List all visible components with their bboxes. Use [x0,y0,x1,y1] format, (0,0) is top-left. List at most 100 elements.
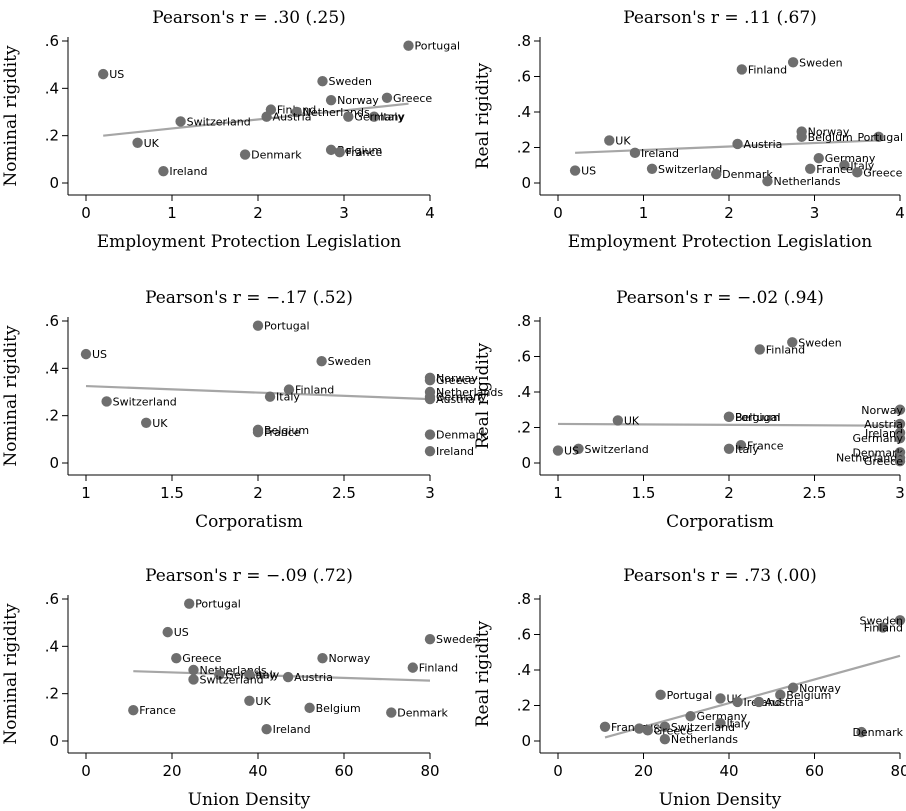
y-axis-label: Nominal rigidity [1,325,21,467]
x-tick-label: 3 [810,204,820,222]
y-tick-label: .8 [517,32,531,50]
point-label-switzerland: Switzerland [658,163,722,176]
point-uk [604,135,615,146]
point-portugal [184,598,195,609]
point-greece [171,652,182,664]
point-finland [877,622,889,633]
point-greece [894,456,906,467]
y-axis-label: Real rigidity [473,62,493,169]
x-tick-label: 3 [339,204,349,222]
point-germany [685,710,696,722]
point-italy [715,718,726,729]
panel-title: Pearson's r = −.17 (.52) [145,288,353,308]
y-tick-label: 0 [49,174,59,192]
point-label-finland: Finland [295,384,334,397]
point-ireland [158,165,169,177]
point-finland [283,384,295,395]
point-label-france: France [139,704,176,717]
y-tick-label: .4 [45,79,59,97]
x-tick-label: 60 [805,762,824,780]
y-tick-label: .2 [517,419,531,437]
point-france [334,147,345,158]
x-tick-label: 1 [639,204,649,222]
x-tick-label: 0 [553,762,563,780]
y-tick-label: 0 [49,732,59,750]
point-label-austria: Austria [273,111,312,124]
point-france [599,721,611,732]
point-label-greece: Greece [393,92,432,105]
x-tick-label: 40 [719,762,738,780]
point-label-denmark: Denmark [397,707,448,720]
point-italy [839,160,850,171]
x-tick-label: 2 [724,204,734,222]
point-label-norway: Norway [329,652,371,665]
point-label-us: US [564,445,579,458]
point-label-switzerland: Switzerland [671,721,735,734]
point-label-portugal: Portugal [415,40,461,53]
point-us [80,348,92,360]
y-tick-label: .6 [517,348,531,366]
y-tick-label: .4 [45,359,59,377]
point-greece [381,92,393,104]
point-label-norway: Norway [337,94,379,107]
point-norway [317,652,328,664]
point-label-germany: Germany [825,152,876,165]
x-axis-label: Union Density [659,790,782,810]
point-switzerland [646,163,658,174]
y-tick-label: .8 [517,312,531,330]
point-label-belgium: Belgium [264,424,309,437]
y-tick-label: .4 [45,637,59,655]
panel-title: Pearson's r = .73 (.00) [623,566,817,586]
point-netherlands [188,664,199,676]
fit-line [133,670,431,682]
point-finland [736,64,748,75]
point-ireland [732,696,743,708]
point-uk [715,693,726,704]
scatter-panel-3: Pearson's r = −.17 (.52) 1 1.5 2 2.5 3 0 .2 .4 .6… [1,288,503,532]
point-label-portugal: Portugal [195,598,241,611]
point-label-sweden: Sweden [799,56,842,69]
point-label-greece: Greece [864,455,903,468]
point-label-netherlands: Netherlands [671,733,738,746]
panel-title: Pearson's r = −.02 (.94) [616,288,824,308]
y-tick-label: .8 [517,590,531,608]
point-label-netherlands: Netherlands [836,452,903,465]
point-label-austria: Austria [294,671,333,684]
point-austria [894,418,906,430]
fit-line [557,422,901,427]
point-italy [264,391,276,402]
x-tick-label: 1 [167,204,177,222]
point-netherlands [762,176,773,187]
point-austria [261,111,272,122]
point-label-us: US [174,626,189,639]
x-axis-label: Employment Protection Legislation [568,232,873,252]
point-us [162,626,173,638]
point-label-italy: Italy [276,391,300,404]
x-tick-label: 40 [248,762,267,780]
x-tick-label: 0 [81,204,91,222]
point-portugal [723,411,735,423]
point-greece [852,167,863,178]
point-denmark [386,707,397,718]
point-label-uk: UK [144,137,160,150]
scatter-panel-5: Pearson's r = −.09 (.72) 0 20 40 60 80 0 .2 .4 .6… [1,566,479,810]
point-austria [424,393,436,405]
point-uk [141,417,152,428]
point-us [552,445,564,456]
x-tick-label: 4 [425,204,435,222]
fit-line [604,654,901,739]
y-tick-label: .2 [517,139,531,157]
y-tick-label: .6 [45,590,59,608]
point-norway [787,682,799,693]
point-label-switzerland: Switzerland [113,395,177,408]
point-label-ireland: Ireland [865,427,903,440]
x-axis-label: Employment Protection Legislation [97,232,402,252]
point-ireland [629,147,641,159]
point-label-germany: Germany [852,432,903,445]
point-portugal [403,40,414,51]
point-france [128,705,139,716]
point-finland [407,662,418,673]
point-austria [282,671,294,683]
x-tick-label: 80 [890,762,906,780]
